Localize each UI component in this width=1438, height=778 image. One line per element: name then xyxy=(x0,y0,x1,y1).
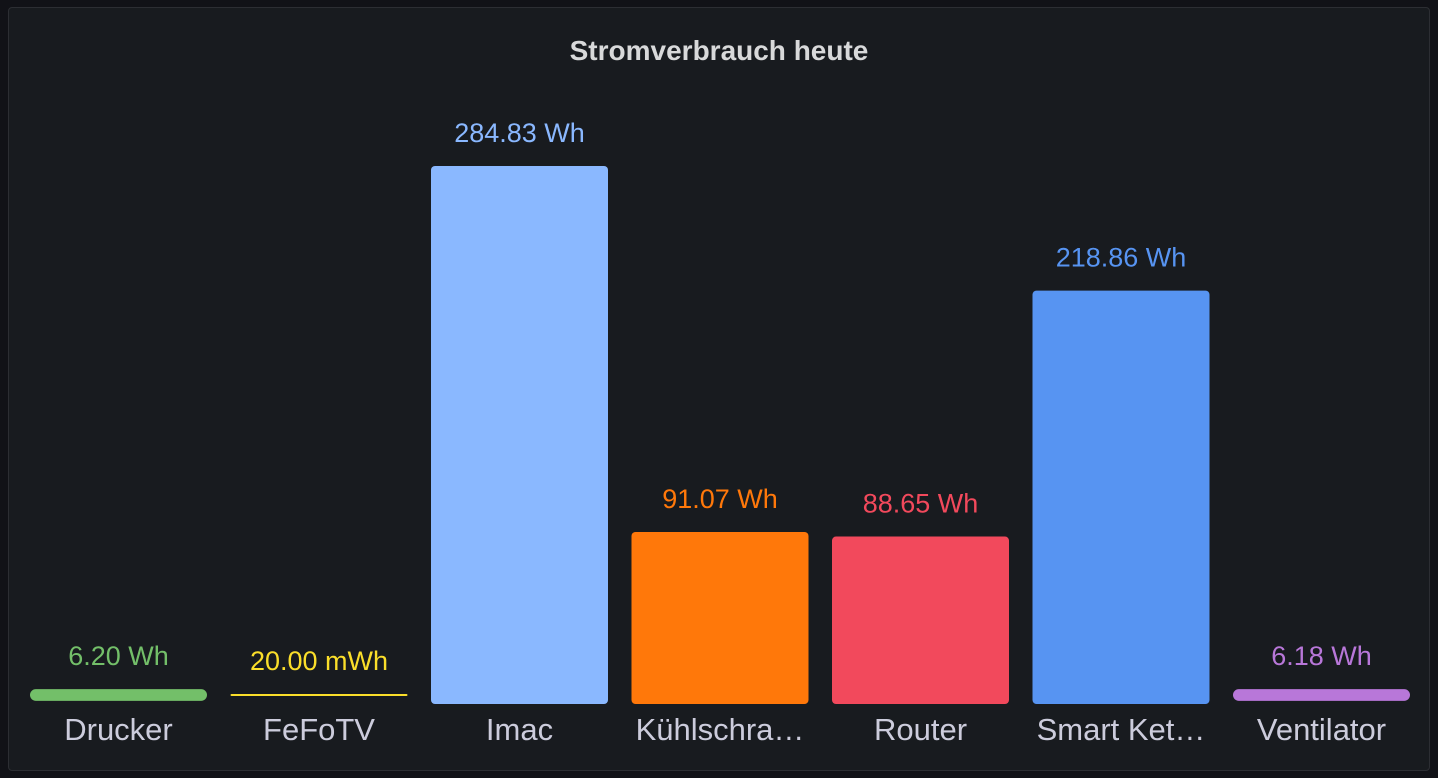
bar-3 xyxy=(631,531,809,704)
bar-6 xyxy=(1233,689,1410,701)
category-label-3: Kühlschra… xyxy=(636,712,805,747)
value-label-1: 20.00 mWh xyxy=(250,646,388,676)
panel-title: Stromverbrauch heute xyxy=(569,35,869,66)
category-label-1: FeFoTV xyxy=(263,712,375,747)
value-label-4: 88.65 Wh xyxy=(863,489,979,519)
value-label-0: 6.20 Wh xyxy=(68,641,169,671)
bar-0 xyxy=(30,689,207,701)
value-label-6: 6.18 Wh xyxy=(1271,641,1372,671)
bar-4 xyxy=(832,536,1009,704)
bar-2 xyxy=(431,166,608,704)
value-label-3: 91.07 Wh xyxy=(662,484,778,514)
value-label-2: 284.83 Wh xyxy=(454,118,585,148)
value-label-5: 218.86 Wh xyxy=(1056,243,1187,273)
category-label-2: Imac xyxy=(486,712,553,747)
category-label-4: Router xyxy=(874,712,967,747)
bar-5 xyxy=(1032,290,1210,704)
category-label-6: Ventilator xyxy=(1257,712,1386,747)
category-label-5: Smart Ket… xyxy=(1037,712,1206,747)
bar-1 xyxy=(230,694,408,696)
category-label-0: Drucker xyxy=(64,712,173,747)
